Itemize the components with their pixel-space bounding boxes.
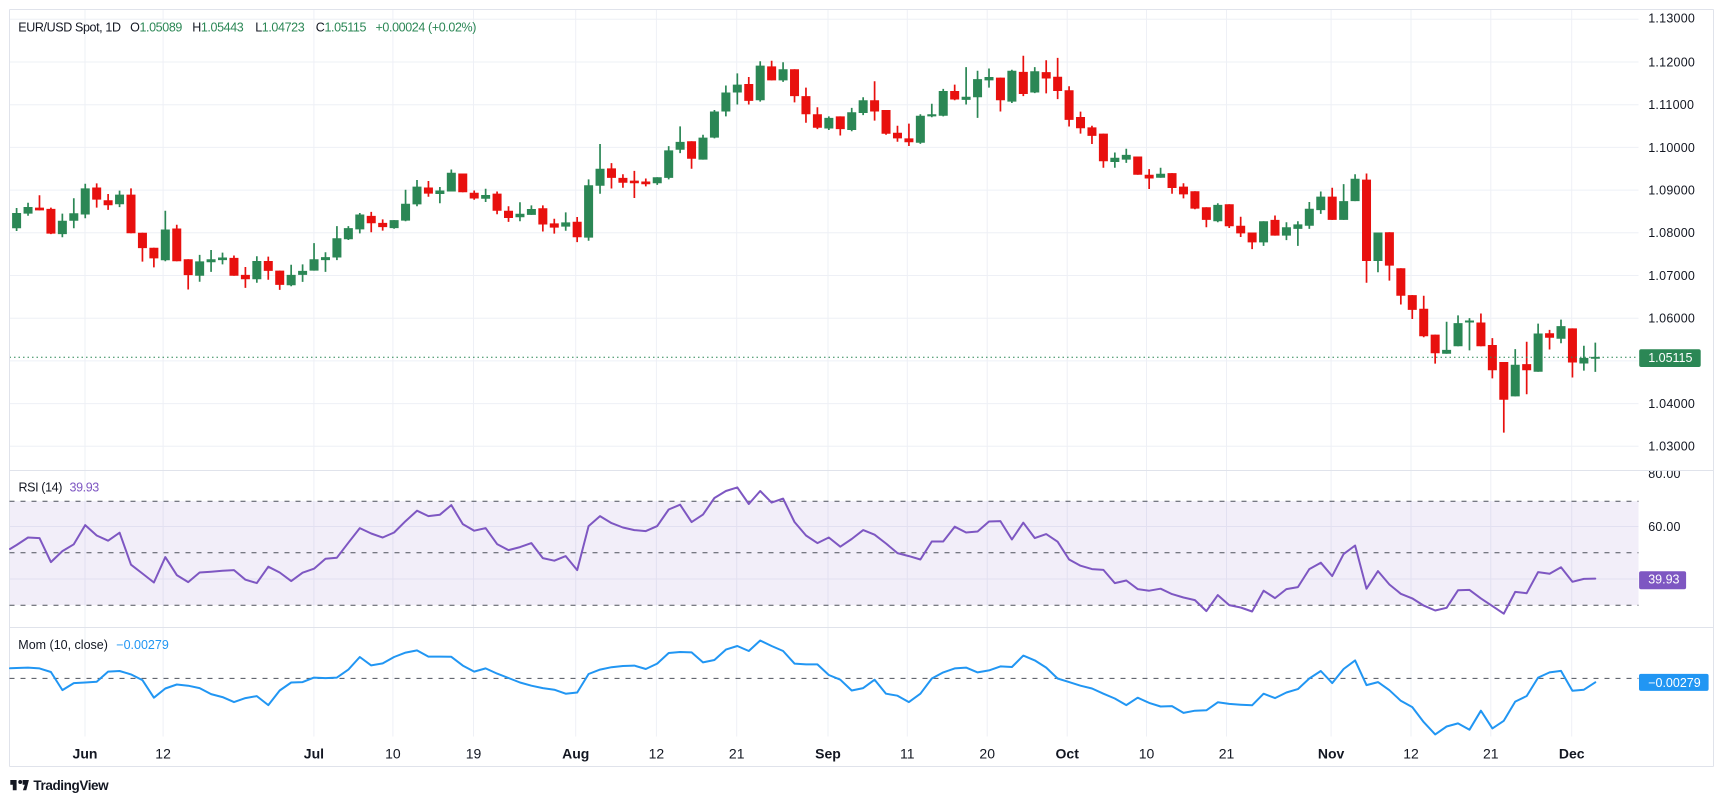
svg-text:60.00: 60.00 <box>1648 520 1681 534</box>
svg-text:12: 12 <box>155 746 171 762</box>
svg-text:12: 12 <box>1403 746 1419 762</box>
svg-text:Oct: Oct <box>1056 746 1080 762</box>
svg-text:Dec: Dec <box>1559 746 1585 762</box>
svg-text:1.05115: 1.05115 <box>1648 351 1692 365</box>
svg-text:1.10000: 1.10000 <box>1648 141 1695 155</box>
svg-text:RSI (14)39.93: RSI (14) 39.93 <box>19 481 100 495</box>
svg-text:1.04000: 1.04000 <box>1648 397 1695 411</box>
svg-text:1.09000: 1.09000 <box>1648 184 1695 198</box>
svg-text:Jun: Jun <box>73 746 98 762</box>
svg-text:39.93: 39.93 <box>1648 573 1679 587</box>
svg-text:1.11000: 1.11000 <box>1648 98 1694 112</box>
svg-text:10: 10 <box>1139 746 1155 762</box>
svg-text:21: 21 <box>729 746 745 762</box>
svg-text:−0.00279: −0.00279 <box>1648 676 1701 690</box>
svg-text:1.13000: 1.13000 <box>1648 12 1695 26</box>
svg-text:1.08000: 1.08000 <box>1648 226 1695 240</box>
svg-text:1.06000: 1.06000 <box>1648 312 1695 326</box>
svg-text:20: 20 <box>979 746 995 762</box>
svg-text:Nov: Nov <box>1318 746 1345 762</box>
svg-text:Jul: Jul <box>304 746 324 762</box>
svg-text:21: 21 <box>1219 746 1235 762</box>
svg-text:11: 11 <box>900 746 915 762</box>
svg-text:Aug: Aug <box>562 746 589 762</box>
svg-text:19: 19 <box>466 746 482 762</box>
svg-text:21: 21 <box>1483 746 1499 762</box>
svg-text:10: 10 <box>385 746 401 762</box>
svg-text:1.12000: 1.12000 <box>1648 55 1695 69</box>
svg-text:TradingView: TradingView <box>33 778 109 793</box>
svg-text:Mom (10, close) −0.00279: Mom (10, close) −0.00279 <box>18 638 169 652</box>
svg-text:1.07000: 1.07000 <box>1648 269 1695 283</box>
svg-text:Sep: Sep <box>815 746 841 762</box>
svg-text:12: 12 <box>649 746 665 762</box>
svg-text:1.03000: 1.03000 <box>1648 440 1695 454</box>
